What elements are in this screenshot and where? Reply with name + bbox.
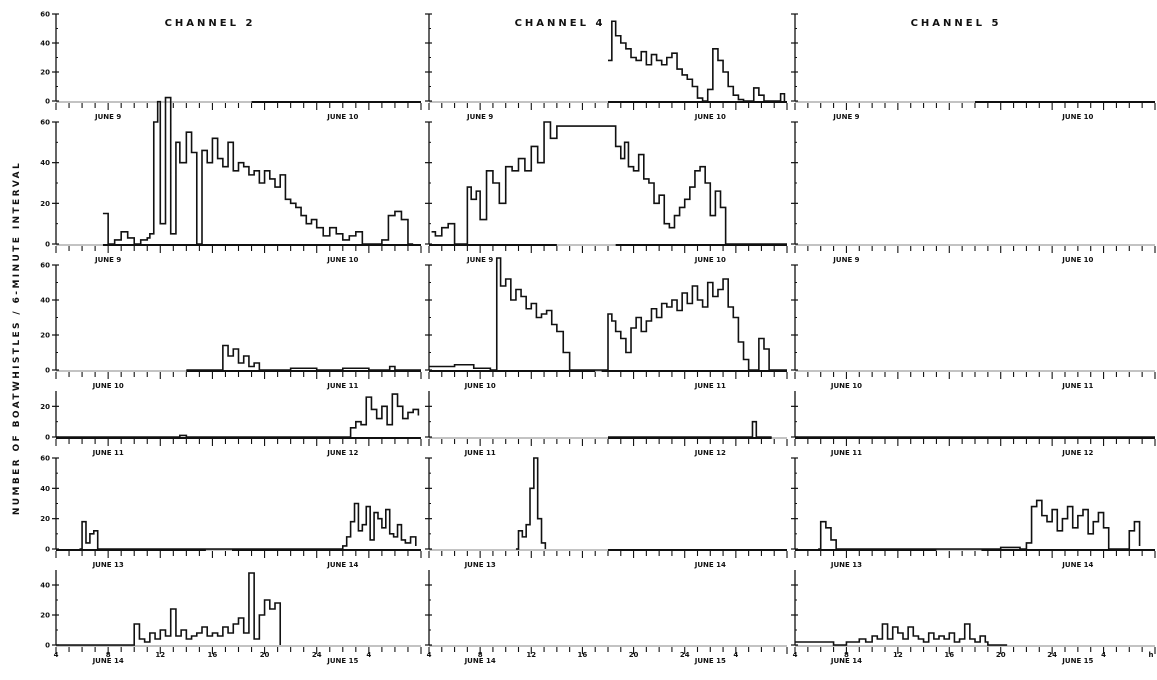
y-tick-label: 40 (40, 159, 50, 167)
date-label-day1: JUNE 9 (466, 113, 493, 121)
y-tick-label: 60 (40, 119, 50, 127)
date-label-day2: JUNE 15 (694, 657, 726, 665)
hour-label: 4 (793, 651, 798, 659)
date-label-day2: JUNE 14 (1061, 561, 1093, 569)
y-tick-label: 20 (40, 200, 50, 208)
date-label-day2: JUNE 15 (326, 657, 358, 665)
date-label-day2: JUNE 10 (326, 256, 358, 264)
channel-title-5: CHANNEL 5 (911, 18, 1002, 29)
y-tick-label: 20 (40, 332, 50, 340)
hour-label: 12 (893, 651, 903, 659)
date-label-day2: JUNE 11 (694, 382, 726, 390)
hour-label: 16 (944, 651, 954, 659)
date-label-day2: JUNE 12 (326, 449, 358, 457)
hour-label: 24 (1047, 651, 1057, 659)
hour-label: 4 (1101, 651, 1106, 659)
y-axis-label: NUMBER OF BOATWHISTLES / 6-MINUTE INTERV… (12, 161, 22, 515)
date-label-day1: JUNE 9 (832, 113, 859, 121)
channel-title-2: CHANNEL 2 (165, 18, 256, 29)
date-label-day2: JUNE 12 (694, 449, 726, 457)
date-label-day1: JUNE 11 (464, 449, 496, 457)
date-label-day2: JUNE 12 (1061, 449, 1093, 457)
boatwhistle-trace (608, 20, 786, 102)
date-label-day1: JUNE 13 (92, 561, 124, 569)
y-tick-label: 20 (40, 515, 50, 523)
hour-label: 20 (996, 651, 1006, 659)
hour-label: 8 (478, 651, 483, 659)
date-label-day2: JUNE 10 (1061, 256, 1093, 264)
date-label-day1: JUNE 14 (464, 657, 496, 665)
channel-title-4: CHANNEL 4 (515, 18, 606, 29)
boatwhistle-trace (186, 344, 421, 371)
date-label-day2: JUNE 10 (694, 113, 726, 121)
boatwhistle-trace (102, 96, 414, 245)
boatwhistle-trace (608, 420, 772, 438)
boatwhistle-trace (795, 623, 1008, 646)
date-label-day1: JUNE 10 (830, 382, 862, 390)
hour-label: 8 (844, 651, 849, 659)
hour-label: 16 (578, 651, 588, 659)
boatwhistle-trace (429, 257, 787, 371)
hour-label: 8 (106, 651, 111, 659)
boatwhistle-trace (56, 393, 420, 438)
date-label-day1: JUNE 14 (92, 657, 124, 665)
y-tick-label: 0 (45, 546, 50, 554)
hour-label: 12 (155, 651, 165, 659)
boatwhistle-trace (56, 572, 282, 646)
y-tick-label: 40 (40, 582, 50, 590)
date-label-day2: JUNE 10 (1061, 113, 1093, 121)
hour-label: 12 (526, 651, 536, 659)
date-label-day2: JUNE 14 (326, 561, 358, 569)
date-label-day2: JUNE 10 (694, 256, 726, 264)
hour-label: 24 (680, 651, 690, 659)
date-label-day2: JUNE 15 (1061, 657, 1093, 665)
boatwhistle-trace (515, 457, 547, 550)
boatwhistle-trace (431, 121, 787, 245)
y-tick-label: 0 (45, 98, 50, 106)
hour-label: 4 (366, 651, 371, 659)
hour-label: 20 (260, 651, 270, 659)
hour-label: 20 (629, 651, 639, 659)
date-label-day2: JUNE 11 (1061, 382, 1093, 390)
date-label-day1: JUNE 13 (464, 561, 496, 569)
date-label-day2: JUNE 11 (326, 382, 358, 390)
y-tick-label: 20 (40, 403, 50, 411)
hour-unit-label: h (1149, 651, 1154, 659)
hour-label: 16 (208, 651, 218, 659)
boatwhistle-trace (79, 502, 417, 550)
y-tick-label: 40 (40, 40, 50, 48)
date-label-day1: JUNE 9 (832, 256, 859, 264)
y-tick-label: 0 (45, 241, 50, 249)
date-label-day1: JUNE 9 (94, 113, 121, 121)
date-label-day1: JUNE 11 (830, 449, 862, 457)
date-label-day2: JUNE 14 (694, 561, 726, 569)
date-label-day1: JUNE 10 (464, 382, 496, 390)
y-tick-label: 60 (40, 11, 50, 19)
hour-label: 4 (427, 651, 432, 659)
date-label-day1: JUNE 13 (830, 561, 862, 569)
y-tick-label: 0 (45, 434, 50, 442)
y-tick-label: 40 (40, 485, 50, 493)
boatwhistle-trace (818, 499, 1141, 550)
hour-label: 4 (54, 651, 59, 659)
date-label-day1: JUNE 9 (94, 256, 121, 264)
hour-label: 24 (312, 651, 322, 659)
date-label-day1: JUNE 10 (92, 382, 124, 390)
y-tick-label: 0 (45, 367, 50, 375)
y-tick-label: 40 (40, 297, 50, 305)
y-tick-label: 60 (40, 262, 50, 270)
y-tick-label: 60 (40, 455, 50, 463)
hour-label: 4 (733, 651, 738, 659)
y-tick-label: 20 (40, 612, 50, 620)
date-label-day1: JUNE 14 (830, 657, 862, 665)
y-tick-label: 0 (45, 642, 50, 650)
y-tick-label: 20 (40, 69, 50, 77)
date-label-day1: JUNE 9 (466, 256, 493, 264)
date-label-day1: JUNE 11 (92, 449, 124, 457)
date-label-day2: JUNE 10 (326, 113, 358, 121)
